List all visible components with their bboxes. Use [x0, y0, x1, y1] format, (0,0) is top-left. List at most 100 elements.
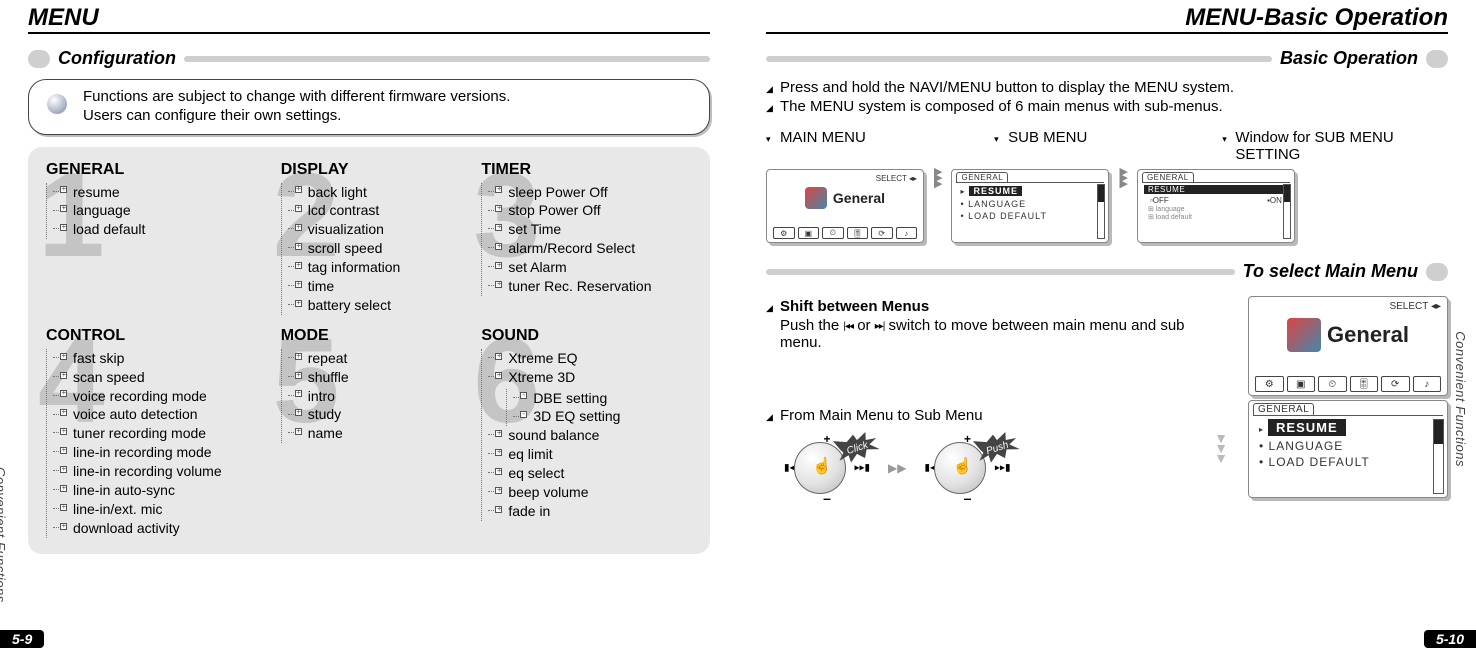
tree-item-label: download activity	[67, 520, 180, 536]
tree-item-label: sleep Power Off	[502, 184, 607, 200]
page-left: Convenient Functions MENU Configuration …	[0, 0, 738, 652]
tree-node-icon	[495, 224, 502, 231]
tree-node-icon	[60, 372, 67, 379]
tree-item-label: load default	[67, 221, 145, 237]
shift-between-menus-block: ◢ Shift between Menus Push the |◂◂ or ▸▸…	[766, 296, 1448, 396]
section-title: To select Main Menu	[1235, 261, 1426, 282]
tree-node-icon	[495, 205, 502, 212]
tree-item: scan speed	[53, 368, 271, 387]
from-main-title: From Main Menu to Sub Menu	[780, 407, 983, 424]
section-line	[184, 56, 710, 62]
tree-item: eq select	[488, 464, 692, 483]
menu-column-display: 2DISPLAYback lightlcd contrastvisualizat…	[281, 161, 472, 315]
tree-item: voice auto detection	[53, 405, 271, 424]
column-title: GENERAL	[46, 161, 271, 179]
intro-bullet-2: ◢ The MENU system is composed of 6 main …	[766, 98, 1448, 115]
section-header-basic-op: Basic Operation	[766, 48, 1448, 69]
bullet-icon: ▾	[994, 129, 1008, 145]
down-arrow-icon: ▼▼▼	[1214, 434, 1228, 463]
tree-item: tuner recording mode	[53, 424, 271, 443]
tree-node-icon	[495, 430, 502, 437]
tree-item-label: name	[302, 425, 343, 441]
menu-column-control: 4CONTROLfast skipscan speedvoice recordi…	[46, 327, 271, 538]
tree-node-icon	[495, 487, 502, 494]
arrow-icon: ▶▶▶	[934, 169, 941, 187]
tree-item-label: alarm/Record Select	[502, 240, 635, 256]
label-window-setting: ▾ Window for SUB MENU SETTING	[1222, 129, 1448, 163]
tree-node-icon	[295, 353, 302, 360]
tree-item: repeat	[288, 349, 472, 368]
tree-item: line-in auto-sync	[53, 481, 271, 500]
bullet-icon: ◢	[766, 298, 780, 314]
tree-item: 3D EQ setting	[513, 407, 692, 426]
tree-item-label: language	[67, 202, 131, 218]
tree-item: battery select	[288, 296, 472, 315]
tree-node-icon	[60, 504, 67, 511]
tree-item: lcd contrast	[288, 201, 472, 220]
tree-node-icon	[495, 353, 502, 360]
tree-item: DBE setting	[513, 389, 692, 408]
menu-column-sound: 6SOUNDXtreme EQXtreme 3DDBE setting3D EQ…	[481, 327, 692, 538]
general-icon	[1287, 318, 1321, 352]
tree-node-icon	[495, 449, 502, 456]
tree-item-label: voice recording mode	[67, 388, 207, 404]
tree-item: language	[53, 201, 271, 220]
tree-item: line-in recording volume	[53, 462, 271, 481]
tree-item: time	[288, 277, 472, 296]
tree-item: sleep Power Off	[488, 183, 692, 202]
tree-item-label: beep volume	[502, 484, 588, 500]
tree-item-label: scroll speed	[302, 240, 383, 256]
tree-node-icon	[295, 428, 302, 435]
dial-click: +– ▮◂◂▸▸▮ ☝ Click	[794, 442, 860, 494]
tree-item-label: line-in auto-sync	[67, 482, 175, 498]
tree-item-label: fade in	[502, 503, 550, 519]
arrow-icon: ▶▶	[888, 461, 906, 475]
tree-item-label: resume	[67, 184, 120, 200]
dial-push: +– ▮◂◂▸▸▮ ☝ Push	[934, 442, 1000, 494]
pill-icon	[28, 50, 50, 68]
menu-tab-icon: ⚙	[773, 227, 795, 239]
tree-item: set Alarm	[488, 258, 692, 277]
menu-tab-icon: ♪	[896, 227, 918, 239]
column-title: DISPLAY	[281, 161, 472, 179]
menu-tab-icon: ▣	[798, 227, 820, 239]
tree-item-label: stop Power Off	[502, 202, 600, 218]
mini-screen-sub-menu-large: GENERAL RESUME • LANGUAGE • LOAD DEFAULT	[1248, 400, 1448, 498]
intro-text-2: The MENU system is composed of 6 main me…	[780, 98, 1223, 115]
tree-item-label: line-in/ext. mic	[67, 501, 162, 517]
tree-item: download activity	[53, 519, 271, 538]
tree-item: intro	[288, 387, 472, 406]
section-line	[766, 269, 1235, 275]
tree-item: line-in recording mode	[53, 443, 271, 462]
tree-node-icon	[60, 353, 67, 360]
pill-icon	[1426, 263, 1448, 281]
bullet-icon: ▾	[766, 129, 780, 145]
tree-item: fast skip	[53, 349, 271, 368]
tree-node-icon	[295, 390, 302, 397]
tree-item-label: shuffle	[302, 369, 349, 385]
column-title: MODE	[281, 327, 472, 345]
menu-tab-icon: ⟳	[871, 227, 893, 239]
section-line	[766, 56, 1272, 62]
tree-item-label: sound balance	[502, 427, 599, 443]
menu-tab-icon: ⏲	[822, 227, 844, 239]
mini-screen-main-menu: SELECT ◂▸ General ⚙▣⏲🎚⟳♪	[766, 169, 924, 243]
note-box: Functions are subject to change with dif…	[28, 79, 710, 135]
tree-item-label: Xtreme 3D	[502, 369, 575, 385]
mini-screen-sub-menu: GENERAL RESUME • LANGUAGE • LOAD DEFAULT	[951, 169, 1109, 243]
tree-item-label: set Alarm	[502, 259, 566, 275]
tree-item-label: time	[302, 278, 334, 294]
arrow-icon: ▶▶▶	[1119, 169, 1126, 187]
tree-item: stop Power Off	[488, 201, 692, 220]
tree-item: voice recording mode	[53, 387, 271, 406]
tree-node-icon	[495, 506, 502, 513]
tree-item-label: eq select	[502, 465, 564, 481]
tree-item: eq limit	[488, 445, 692, 464]
tree-item-label: DBE setting	[527, 390, 607, 406]
note-line-2: Users can configure their own settings.	[83, 107, 691, 126]
next-key-icon: ▸▸|	[875, 321, 885, 332]
bullet-icon: ◢	[766, 407, 780, 423]
page-right: Convenient Functions MENU-Basic Operatio…	[738, 0, 1476, 652]
column-title: CONTROL	[46, 327, 271, 345]
tree-item-label: eq limit	[502, 446, 552, 462]
